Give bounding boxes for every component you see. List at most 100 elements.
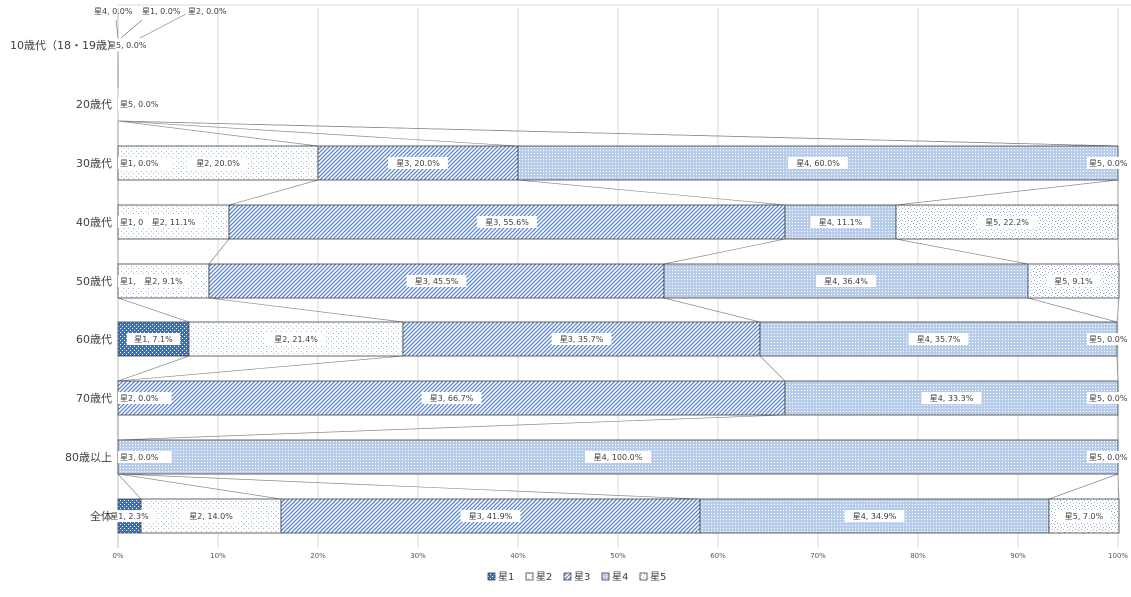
svg-text:星2, 20.0%: 星2, 20.0%	[196, 159, 240, 168]
leader-line	[140, 14, 186, 38]
data-label: 星3, 20.0%	[388, 157, 448, 169]
data-label: 星2, 21.4%	[266, 333, 326, 345]
data-label: 星4, 0.0%	[94, 7, 133, 16]
legend-label: 星5	[650, 571, 666, 583]
svg-text:星3, 20.0%: 星3, 20.0%	[396, 159, 440, 168]
svg-text:星1, 2.3%: 星1, 2.3%	[110, 512, 149, 521]
data-label: 星3, 35.7%	[552, 333, 612, 345]
svg-text:星3, 55.6%: 星3, 55.6%	[485, 218, 529, 227]
series-connector	[118, 474, 141, 499]
data-label: 星5, 7.0%	[1057, 510, 1111, 522]
series-connector	[664, 239, 785, 264]
svg-text:星4, 60.0%: 星4, 60.0%	[796, 159, 840, 168]
series-connector	[1049, 474, 1118, 499]
svg-text:星1, 0.0%: 星1, 0.0%	[120, 159, 159, 168]
series-connector	[1028, 298, 1117, 322]
x-tick-label: 60%	[710, 552, 726, 560]
category-label: 50歳代	[76, 275, 112, 288]
svg-text:星3, 45.5%: 星3, 45.5%	[415, 277, 459, 286]
data-label: 星1, 0.0%	[118, 157, 172, 169]
category-label: 全体	[90, 509, 112, 523]
svg-text:星2, 0.0%: 星2, 0.0%	[120, 394, 159, 403]
data-label: 星4, 36.4%	[816, 275, 876, 287]
data-label: 星4, 33.3%	[922, 392, 982, 404]
data-label: 星4, 35.7%	[909, 333, 969, 345]
legend-item: 星4	[602, 571, 628, 583]
svg-text:星5, 9.1%: 星5, 9.1%	[1054, 277, 1093, 286]
series-connector	[209, 298, 403, 322]
category-label: 70歳代	[76, 392, 112, 405]
svg-text:星4, 100.0%: 星4, 100.0%	[594, 453, 643, 462]
data-label: 星3, 66.7%	[422, 392, 482, 404]
svg-text:星4, 36.4%: 星4, 36.4%	[824, 277, 868, 286]
x-tick-label: 90%	[1010, 552, 1026, 560]
svg-text:星4, 34.9%: 星4, 34.9%	[853, 512, 897, 521]
data-label: 星5, 0.0%	[118, 98, 172, 110]
data-label: 星5, 22.2%	[977, 216, 1037, 228]
legend: 星1 星2 星3 星4 星5	[488, 571, 666, 583]
x-tick-label: 80%	[910, 552, 926, 560]
data-label: 星2, 14.0%	[181, 510, 241, 522]
svg-text:星5, 0.0%: 星5, 0.0%	[1089, 335, 1128, 344]
data-label: 星2, 9.1%	[137, 275, 191, 287]
data-label: 星3, 45.5%	[407, 275, 467, 287]
x-axis-ticks: 0% 10% 20% 30% 40% 50% 60% 70% 80% 90% 100%	[112, 552, 1128, 560]
svg-text:星2, 9.1%: 星2, 9.1%	[144, 277, 183, 286]
svg-text:星5, 0.0%: 星5, 0.0%	[1089, 394, 1128, 403]
legend-label: 星3	[574, 571, 590, 583]
series-connector	[118, 474, 700, 499]
data-label: 星2, 20.0%	[188, 157, 248, 169]
data-label: 星1, 0.0%	[142, 7, 181, 16]
series-connector	[209, 239, 229, 264]
legend-item: 星1	[488, 571, 514, 583]
svg-text:星5, 7.0%: 星5, 7.0%	[1065, 512, 1104, 521]
data-label: 星2, 0.0%	[118, 392, 172, 404]
x-tick-label: 20%	[310, 552, 326, 560]
category-label: 40歳代	[76, 216, 112, 229]
legend-swatch	[602, 573, 609, 580]
x-tick-label: 70%	[810, 552, 826, 560]
category-label: 20歳代	[76, 98, 112, 111]
legend-item: 星5	[640, 571, 666, 583]
x-tick-label: 40%	[510, 552, 526, 560]
svg-text:星5, 22.2%: 星5, 22.2%	[985, 218, 1029, 227]
x-tick-label: 30%	[410, 552, 426, 560]
series-connector	[229, 180, 318, 205]
svg-text:星4, 11.1%: 星4, 11.1%	[819, 218, 863, 227]
data-label: 星4, 100.0%	[585, 451, 651, 463]
legend-label: 星2	[536, 571, 552, 583]
legend-swatch	[640, 573, 647, 580]
svg-text:星5, 0.0%: 星5, 0.0%	[1089, 453, 1128, 462]
legend-label: 星1	[498, 571, 514, 583]
series-connector	[518, 180, 785, 205]
svg-text:星5, 0.0%: 星5, 0.0%	[120, 100, 159, 109]
data-label: 星2, 11.1%	[144, 216, 204, 228]
svg-text:星2, 21.4%: 星2, 21.4%	[274, 335, 318, 344]
svg-text:星3, 41.9%: 星3, 41.9%	[469, 512, 513, 521]
data-label: 星4, 11.1%	[811, 216, 871, 228]
series-connector	[760, 356, 785, 381]
svg-text:星2, 0.0%: 星2, 0.0%	[188, 7, 227, 16]
svg-text:星3, 35.7%: 星3, 35.7%	[560, 335, 604, 344]
legend-swatch	[526, 573, 533, 580]
svg-text:星3, 0.0%: 星3, 0.0%	[120, 453, 159, 462]
data-label: 星5, 9.1%	[1047, 275, 1101, 287]
x-tick-label: 100%	[1108, 552, 1128, 560]
legend-swatch	[564, 573, 571, 580]
series-connector	[118, 298, 189, 322]
svg-text:星1, 7.1%: 星1, 7.1%	[134, 335, 173, 344]
svg-text:星1, 0.0%: 星1, 0.0%	[142, 7, 181, 16]
svg-text:星4, 35.7%: 星4, 35.7%	[917, 335, 961, 344]
category-labels: 10歳代（18・19歳）20歳代30歳代40歳代50歳代60歳代70歳代80歳以…	[10, 39, 118, 523]
svg-text:星4, 0.0%: 星4, 0.0%	[94, 7, 133, 16]
category-label: 60歳代	[76, 333, 112, 346]
svg-text:星2, 14.0%: 星2, 14.0%	[189, 512, 233, 521]
svg-text:星4, 33.3%: 星4, 33.3%	[930, 394, 974, 403]
series-connector	[118, 356, 403, 381]
data-label: 星2, 0.0%	[188, 7, 227, 16]
svg-text:星3, 66.7%: 星3, 66.7%	[430, 394, 474, 403]
x-tick-label: 50%	[610, 552, 626, 560]
series-connector	[896, 239, 1028, 264]
